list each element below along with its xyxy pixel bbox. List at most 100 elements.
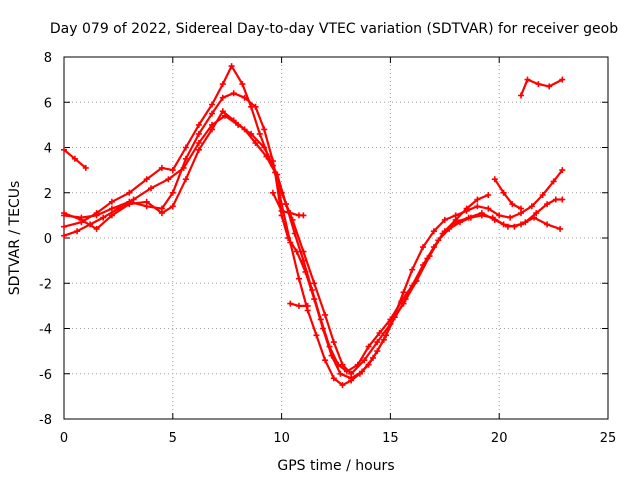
data-point [387, 321, 394, 327]
data-point [370, 354, 376, 361]
x-tick-label: 20 [491, 431, 508, 446]
data-point [452, 219, 459, 226]
data-point [552, 196, 559, 203]
data-point [559, 167, 566, 174]
data-point [261, 126, 268, 133]
data-point [256, 130, 263, 137]
series-track-6 [269, 189, 307, 219]
data-point [348, 370, 355, 377]
data-point [130, 196, 137, 203]
series-track-4 [61, 108, 566, 382]
data-point [339, 382, 346, 389]
data-point [426, 253, 433, 260]
data-point [93, 210, 100, 217]
x-tick-label: 25 [600, 431, 617, 446]
data-point [108, 198, 115, 205]
y-tick-label: -4 [39, 323, 52, 338]
data-point [209, 110, 215, 117]
data-point [559, 76, 566, 83]
x-tick-label: 0 [60, 431, 68, 446]
data-point [518, 221, 524, 228]
data-point [524, 76, 531, 83]
data-point [219, 81, 226, 88]
data-point [544, 201, 551, 208]
data-point [219, 108, 226, 115]
data-point [289, 216, 296, 223]
chart-title: Day 079 of 2022, Sidereal Day-to-day VTE… [50, 21, 618, 37]
data-point [287, 300, 294, 307]
data-point [269, 189, 276, 196]
data-point [169, 189, 176, 196]
data-point [126, 189, 133, 196]
data-point [296, 302, 302, 309]
data-point [248, 130, 255, 137]
data-point [82, 164, 89, 171]
data-point [228, 63, 235, 70]
data-point [311, 280, 318, 287]
data-point [100, 214, 107, 221]
series-track-2 [61, 90, 566, 389]
y-tick-label: 8 [44, 51, 52, 66]
data-point [182, 155, 189, 162]
data-point [300, 212, 307, 219]
series-line [62, 92, 564, 387]
data-point [518, 92, 524, 99]
data-point [304, 302, 311, 309]
data-point [528, 203, 535, 210]
data-point [311, 296, 318, 303]
data-point [330, 375, 337, 382]
data-point [169, 167, 176, 174]
data-point [115, 205, 122, 212]
data-point [400, 300, 407, 307]
data-point [496, 212, 503, 219]
data-point [463, 205, 470, 212]
data-point [518, 205, 524, 212]
data-point [169, 203, 176, 210]
data-point [535, 81, 542, 88]
data-point [322, 357, 329, 364]
x-tick-label: 5 [169, 431, 177, 446]
y-axis-label: SDTVAR / TECUs [7, 181, 23, 296]
data-point [195, 140, 202, 146]
data-point [108, 205, 115, 212]
data-point [474, 203, 481, 210]
data-point [374, 339, 381, 346]
data-point [235, 121, 242, 128]
y-tick-label: -6 [39, 368, 52, 383]
data-point [420, 244, 426, 251]
data-point [509, 201, 516, 208]
data-point [248, 103, 255, 110]
data-point [74, 228, 81, 235]
data-point [550, 178, 557, 185]
y-tick-label: 2 [44, 187, 52, 202]
data-point [219, 94, 226, 101]
data-point [195, 130, 202, 137]
data-point [61, 146, 67, 153]
data-point [300, 248, 307, 255]
data-point [182, 144, 189, 151]
data-point [195, 121, 202, 128]
data-point [539, 192, 546, 198]
data-point [339, 361, 346, 368]
data-point [474, 196, 481, 203]
data-point [148, 185, 154, 192]
data-point [441, 216, 448, 223]
data-point [143, 198, 150, 205]
series-line [62, 114, 562, 375]
data-point [87, 221, 94, 228]
data-point [287, 210, 294, 217]
data-point [491, 176, 498, 183]
data-point [328, 352, 335, 359]
data-point [546, 83, 553, 90]
data-point [269, 162, 276, 169]
data-point [293, 248, 300, 255]
data-point [359, 368, 366, 375]
data-point [430, 228, 437, 235]
data-point [222, 112, 228, 119]
data-point [500, 189, 507, 196]
data-point [93, 225, 100, 232]
y-tick-label: 4 [44, 142, 52, 157]
data-point [361, 357, 368, 364]
data-point [296, 275, 302, 282]
